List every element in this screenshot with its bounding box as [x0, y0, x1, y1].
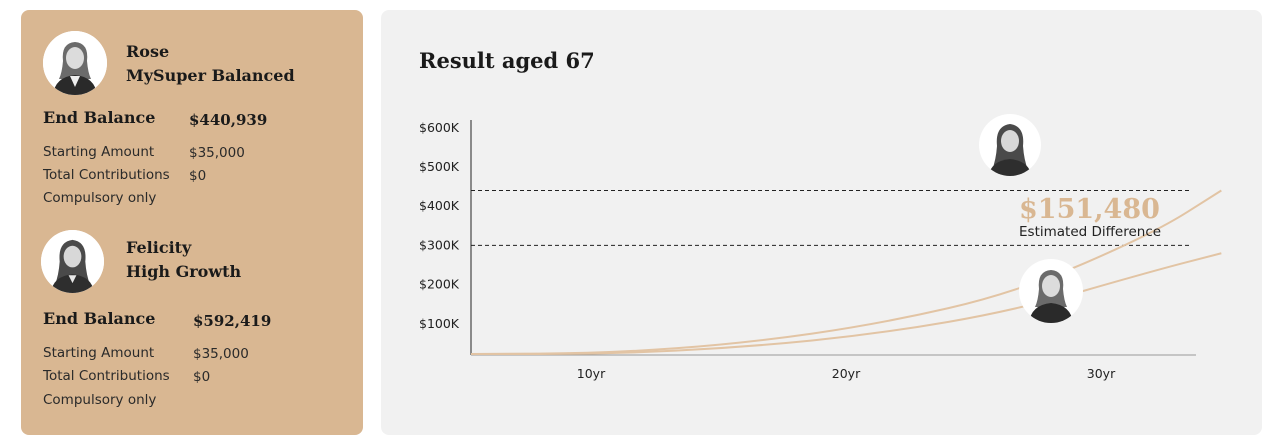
person-photo-icon — [1029, 270, 1073, 323]
rose-chart-avatar — [1019, 259, 1083, 323]
felicity-starting-amount-label: Starting Amount — [43, 345, 155, 361]
y-tick-label: $600K — [419, 120, 460, 135]
felicity-starting-amount-value: $35,000 — [193, 346, 249, 362]
felicity-chart-avatar — [979, 114, 1041, 176]
felicity-total-contributions-value: $0 — [193, 369, 211, 385]
y-tick-label: $200K — [419, 277, 460, 292]
rose-end-balance-value: $440,939 — [189, 111, 268, 129]
x-tick-label: 30yr — [1087, 366, 1116, 381]
rose-total-contributions-value: $0 — [189, 168, 207, 184]
felicity-end-balance-value: $592,419 — [193, 312, 272, 330]
y-tick-label: $500K — [419, 159, 460, 174]
rose-starting-amount-label: Starting Amount — [43, 144, 155, 160]
felicity-avatar — [41, 230, 104, 293]
balance-projection-chart: $100K $200K $300K $400K $500K $600K 10yr 20yr 3… — [419, 114, 1222, 381]
rose-starting-amount-value: $35,000 — [189, 145, 245, 161]
y-tick-label: $400K — [419, 198, 460, 213]
y-tick-label: $100K — [419, 316, 460, 331]
felicity-end-balance-label: End Balance — [43, 309, 156, 328]
difference-label: Estimated Difference — [1019, 224, 1161, 240]
rose-contribution-type: Compulsory only — [43, 190, 157, 206]
x-tick-label: 20yr — [832, 366, 861, 381]
rose-fund: MySuper Balanced — [126, 66, 295, 85]
rose-name: Rose — [126, 42, 170, 61]
person-photo-icon — [988, 124, 1032, 176]
chart-panel: Result aged 67 $100K $200K $300K $400K $500K… — [381, 10, 1262, 435]
felicity-name: Felicity — [126, 238, 192, 257]
chart-title: Result aged 67 — [419, 48, 595, 73]
rose-avatar — [43, 31, 107, 95]
person-photo-icon — [41, 230, 104, 293]
rose-total-contributions-label: Total Contributions — [43, 167, 170, 183]
y-tick-label: $300K — [419, 237, 460, 252]
felicity-contribution-type: Compulsory only — [43, 392, 157, 408]
balanced-series-line — [470, 252, 1222, 356]
difference-value: $151,480 — [1019, 194, 1160, 225]
x-tick-label: 10yr — [577, 366, 606, 381]
felicity-fund: High Growth — [126, 262, 242, 281]
person-photo-icon — [43, 31, 107, 95]
profiles-panel: Rose MySuper Balanced End Balance $440,9… — [21, 10, 363, 435]
rose-end-balance-label: End Balance — [43, 108, 156, 127]
felicity-total-contributions-label: Total Contributions — [43, 368, 170, 384]
